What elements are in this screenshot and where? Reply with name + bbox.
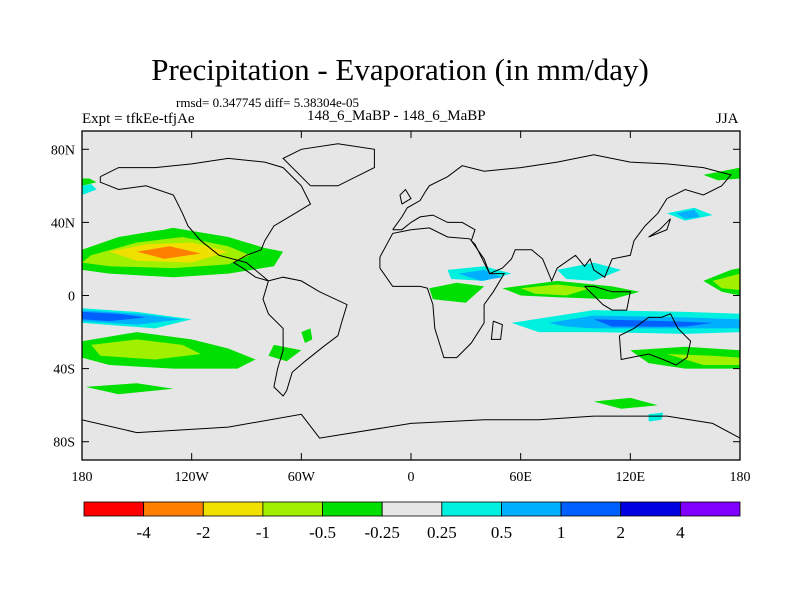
contour-region-51 xyxy=(648,412,664,422)
contour-region-43 xyxy=(575,174,613,186)
contour-region-50 xyxy=(593,397,658,409)
case-label: 148_6_MaBP - 148_6_MaBP xyxy=(307,108,486,124)
x-tick-label-2: 60W xyxy=(288,470,316,485)
colorbar-label-8: 2 xyxy=(616,523,625,542)
contour-region-45 xyxy=(447,350,576,369)
colorbar-label-6: 0.5 xyxy=(491,523,512,542)
colorbar-label-4: -0.25 xyxy=(364,523,399,542)
contour-region-41 xyxy=(676,209,700,219)
field-contours xyxy=(82,167,740,431)
contour-region-21 xyxy=(356,284,390,300)
coastline-7 xyxy=(584,285,631,311)
contour-region-17 xyxy=(301,328,313,343)
coastline-9 xyxy=(399,188,412,205)
colorbar-box-2 xyxy=(202,501,264,517)
contour-region-30 xyxy=(520,284,591,296)
y-tick-label-1: 40N xyxy=(51,216,75,231)
coastline-0 xyxy=(99,157,312,282)
colorbar-box-1 xyxy=(143,501,204,517)
contour-region-12 xyxy=(100,215,201,236)
coastline-3 xyxy=(392,154,732,283)
contour-region-11 xyxy=(82,311,146,322)
contour-region-13 xyxy=(82,184,97,195)
coastline-10 xyxy=(82,413,740,460)
colorbar-label-9: 4 xyxy=(676,523,685,542)
coastline-4 xyxy=(379,227,506,359)
contour-region-49 xyxy=(484,401,539,413)
colorbar-box-10 xyxy=(679,501,741,517)
colorbar-label-1: -2 xyxy=(196,523,210,542)
contour-region-38 xyxy=(648,253,713,270)
coastline-6 xyxy=(618,313,692,366)
colorbar-box-3 xyxy=(262,501,323,517)
contour-region-52 xyxy=(612,414,653,428)
colorbar-box-0 xyxy=(83,501,145,517)
coastline-1 xyxy=(262,276,348,397)
coastline-5 xyxy=(490,320,503,340)
contour-region-5 xyxy=(91,339,201,360)
colorbar-box-9 xyxy=(620,501,681,517)
contour-region-6 xyxy=(85,383,174,395)
colorbar-box-4 xyxy=(322,501,383,517)
coastline-2 xyxy=(282,143,375,187)
contour-region-35 xyxy=(593,319,713,327)
contour-region-16 xyxy=(279,248,305,263)
coastline-8 xyxy=(648,218,671,238)
contour-region-26 xyxy=(458,269,503,281)
contour-region-14 xyxy=(82,178,97,186)
contour-region-3 xyxy=(136,246,201,259)
contour-region-44 xyxy=(703,167,740,181)
y-tick-label-3: 40S xyxy=(53,363,75,378)
contour-region-48 xyxy=(319,419,393,431)
y-tick-label-0: 80N xyxy=(51,143,75,158)
contour-region-28 xyxy=(557,262,622,281)
colorbar-label-2: -1 xyxy=(256,523,270,542)
contour-region-47 xyxy=(666,354,740,365)
contour-region-7 xyxy=(268,344,302,362)
experiment-label: Expt = tfkEe-tfjAe xyxy=(82,111,195,127)
y-tick-label-2: 0 xyxy=(68,290,75,305)
season-label: JJA xyxy=(716,111,739,127)
contour-region-23 xyxy=(429,204,521,226)
colorbar-box-5 xyxy=(381,501,443,517)
page-title: Precipitation - Evaporation (in mm/day) xyxy=(151,52,649,87)
colorbar-label-5: 0.25 xyxy=(427,523,457,542)
contour-region-31 xyxy=(429,282,485,303)
contour-region-15 xyxy=(82,374,110,384)
colorbar-label-3: -0.5 xyxy=(309,523,336,542)
contour-region-18 xyxy=(341,229,371,248)
x-tick-label-0: 180 xyxy=(72,470,93,485)
contour-region-42 xyxy=(630,178,731,195)
coastlines xyxy=(82,143,740,460)
colorbar-box-7 xyxy=(501,501,562,517)
x-tick-label-3: 0 xyxy=(408,470,415,485)
map-background xyxy=(82,131,740,460)
colorbar-label-7: 1 xyxy=(557,523,566,542)
colorbar-box-8 xyxy=(560,501,622,517)
stats-label: rmsd= 0.347745 diff= 5.38304e-05 xyxy=(176,95,360,110)
x-tick-label-5: 120E xyxy=(616,470,646,485)
colorbar-label-0: -4 xyxy=(137,523,152,542)
contour-region-22 xyxy=(401,176,430,194)
contour-region-37 xyxy=(712,273,740,290)
y-tick-label-4: 80S xyxy=(53,436,75,451)
colorbar-box-6 xyxy=(441,501,502,517)
x-tick-label-1: 120W xyxy=(175,470,210,485)
x-tick-label-4: 60E xyxy=(509,470,532,485)
x-tick-label-6: 180 xyxy=(730,470,751,485)
